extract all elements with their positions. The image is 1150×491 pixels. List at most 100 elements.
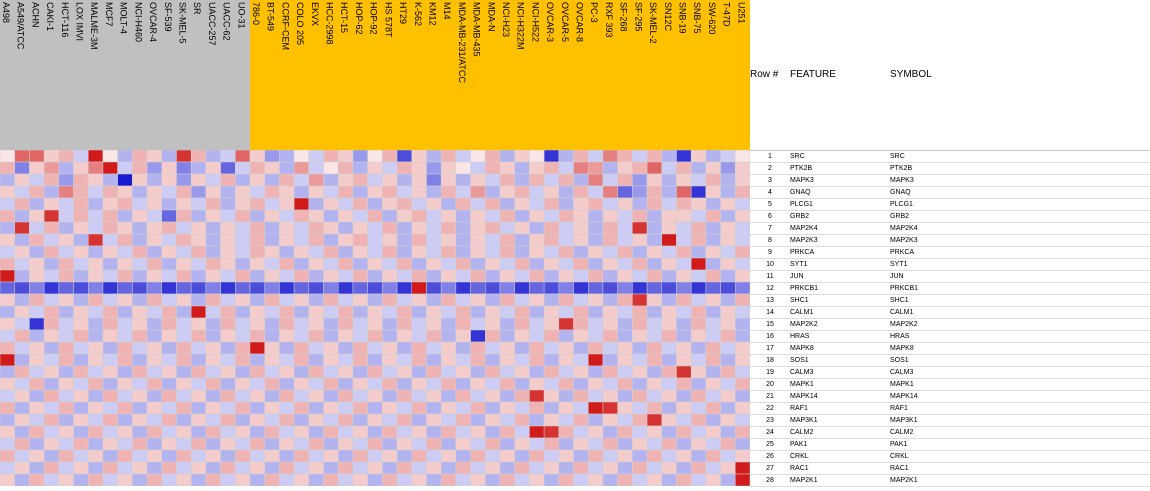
heatmap-cell (14, 221, 30, 235)
heatmap-cell (499, 377, 515, 391)
column-label: KM12 (427, 2, 437, 26)
heatmap-cell (661, 197, 677, 211)
heatmap-cell (632, 425, 648, 439)
heatmap-cell (661, 185, 677, 199)
heatmap-cell (485, 449, 501, 463)
column-group-band (558, 0, 575, 150)
heatmap-cell (29, 353, 45, 367)
heatmap-cell (602, 209, 618, 223)
table-row: 3 MAPK3 MAPK3 (750, 175, 1150, 187)
heatmap-cell (485, 209, 501, 223)
heatmap-cell (308, 173, 324, 187)
heatmap-cell (337, 329, 354, 343)
heatmap-cell (587, 401, 604, 415)
heatmap-cell (87, 389, 104, 403)
heatmap-cell (293, 197, 310, 211)
heatmap-cell (264, 149, 280, 163)
heatmap-cell (661, 317, 677, 331)
heatmap-cell (176, 281, 192, 295)
heatmap-cell (161, 257, 177, 271)
heatmap-cell (646, 209, 663, 223)
heatmap-cell (382, 185, 398, 199)
heatmap-cell (587, 437, 604, 451)
heatmap-cell (58, 449, 74, 463)
heatmap-cell (190, 257, 207, 271)
heatmap-cell (573, 413, 589, 427)
heatmap-cell (117, 185, 133, 199)
heatmap-cell (264, 245, 280, 259)
row-number: 5 (768, 201, 772, 208)
heatmap-cell (499, 161, 515, 175)
column-group-band (426, 0, 442, 150)
heatmap-cell (499, 473, 515, 487)
heatmap-cell (455, 413, 471, 427)
heatmap-cell (396, 209, 413, 223)
heatmap-cell (249, 425, 265, 439)
heatmap-cell (161, 329, 177, 343)
heatmap-cell (720, 257, 736, 271)
heatmap-cell (323, 473, 339, 487)
heatmap-cell (29, 389, 45, 403)
heatmap-cell (485, 425, 501, 439)
heatmap-cell (690, 401, 707, 415)
heatmap-cell (514, 329, 530, 343)
heatmap-cell (632, 353, 648, 367)
heatmap-cell (205, 293, 221, 307)
heatmap-cell (132, 389, 148, 403)
row-number: 17 (766, 345, 774, 352)
heatmap-cell (205, 353, 221, 367)
heatmap-cell (440, 161, 457, 175)
heatmap-cell (735, 449, 751, 463)
heatmap-cell (264, 161, 280, 175)
heatmap-cell (308, 353, 324, 367)
column-label: SF-268 (619, 2, 629, 32)
heatmap-cell (323, 281, 339, 295)
heatmap-cell (617, 305, 633, 319)
heatmap-cell (735, 269, 751, 283)
heatmap-cell (720, 377, 736, 391)
heatmap-cell (161, 425, 177, 439)
heatmap-cell (426, 389, 442, 403)
heatmap-cell (470, 341, 486, 355)
heatmap-cell (720, 461, 736, 475)
heatmap-cell (220, 389, 236, 403)
heatmap-cell (367, 449, 383, 463)
heatmap-cell (735, 365, 751, 379)
heatmap-cell (87, 437, 104, 451)
heatmap-cell (367, 341, 383, 355)
heatmap-cell (690, 257, 707, 271)
heatmap-cell (632, 473, 648, 487)
heatmap-cell (587, 161, 604, 175)
heatmap-cell (308, 209, 324, 223)
heatmap-cell (543, 281, 560, 295)
heatmap-cell (382, 341, 398, 355)
heatmap-cell (573, 269, 589, 283)
heatmap-cell (396, 221, 413, 235)
row-number: 16 (766, 333, 774, 340)
heatmap-cell (382, 209, 398, 223)
heatmap-cell (529, 209, 545, 223)
heatmap-cell (176, 365, 192, 379)
heatmap-cell (146, 473, 163, 487)
heatmap-cell (43, 209, 60, 223)
column-label: HCT-116 (60, 2, 70, 37)
heatmap-cell (161, 269, 177, 283)
heatmap-cell (29, 473, 45, 487)
heatmap-cell (720, 473, 736, 487)
heatmap-cell (470, 185, 486, 199)
heatmap-cell (0, 245, 15, 259)
table-row: 19 CALM3 CALM3 (750, 367, 1150, 379)
heatmap-cell (426, 413, 442, 427)
heatmap-cell (190, 185, 207, 199)
heatmap-cell (735, 149, 751, 163)
heatmap-cell (220, 293, 236, 307)
heatmap-cell (543, 233, 560, 247)
heatmap-cell (73, 377, 89, 391)
heatmap-cell (235, 425, 251, 439)
heatmap-cell (161, 389, 177, 403)
heatmap-cell (440, 329, 457, 343)
heatmap-cell (161, 473, 177, 487)
heatmap-cell (0, 197, 15, 211)
heatmap-cell (440, 425, 457, 439)
heatmap-cell (132, 257, 148, 271)
